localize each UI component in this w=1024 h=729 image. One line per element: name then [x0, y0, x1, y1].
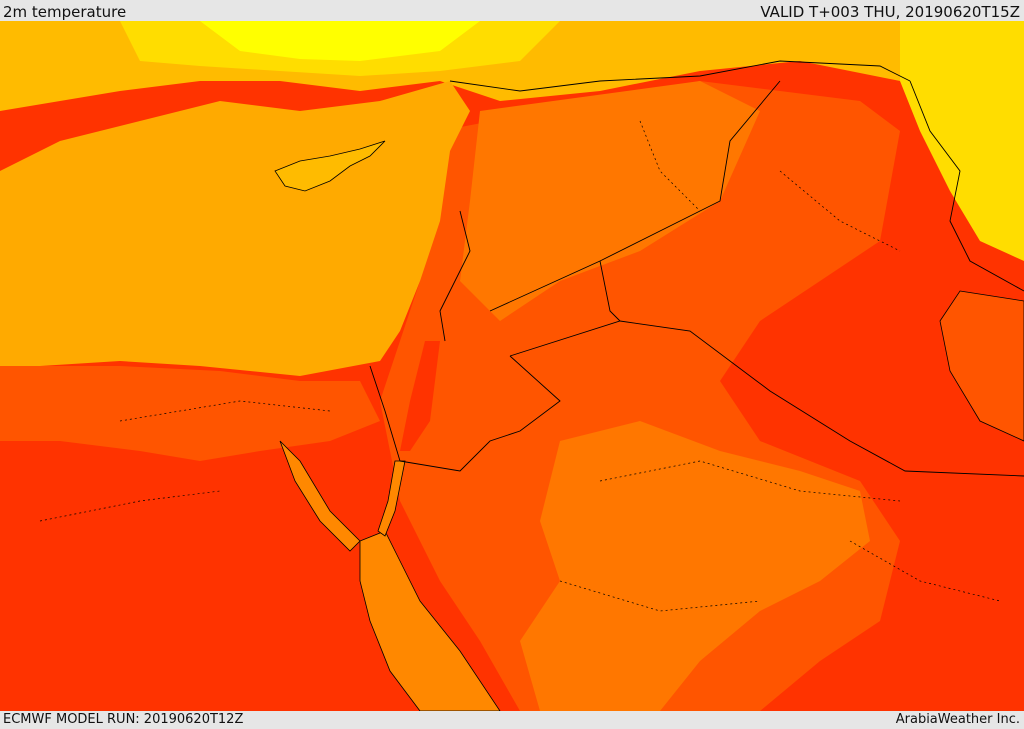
border-jordan-saudi	[399, 260, 621, 472]
dotted-border-5	[39, 490, 221, 522]
map-title: 2m temperature	[3, 3, 127, 21]
persian-gulf	[939, 290, 1024, 442]
model-run: ECMWF MODEL RUN: 20190620T12Z	[3, 712, 244, 727]
border-turkey-syria	[449, 60, 911, 92]
province-borders	[39, 120, 1001, 612]
footer-bar: ECMWF MODEL RUN: 20190620T12Z ArabiaWeat…	[0, 711, 1024, 729]
border-iran-iraq	[909, 80, 1024, 292]
dotted-border-7	[849, 540, 1001, 602]
cyprus	[274, 140, 386, 192]
border-jordan-iraq	[489, 80, 781, 312]
dotted-border-3	[599, 460, 901, 502]
zone-egypt-west	[0, 366, 380, 461]
zone-orange-central	[520, 421, 870, 711]
dotted-border-1	[639, 120, 701, 212]
gulf-of-aqaba	[377, 460, 406, 537]
border-lebanon-syria	[439, 210, 471, 342]
dotted-border-2	[779, 170, 901, 252]
gulf-of-suez	[279, 440, 361, 552]
dead-sea-rift	[400, 341, 440, 451]
country-borders	[369, 60, 1024, 477]
red-sea	[359, 530, 501, 711]
dotted-border-6	[559, 580, 761, 612]
temperature-map	[0, 21, 1024, 711]
valid-time: VALID T+003 THU, 20190620T15Z	[760, 3, 1020, 21]
header-bar: 2m temperature VALID T+003 THU, 20190620…	[0, 0, 1024, 21]
border-egypt-israel	[369, 365, 401, 462]
credit: ArabiaWeather Inc.	[895, 712, 1020, 727]
zone-turkey-hot-yellow	[200, 21, 480, 61]
zone-orange-levant	[460, 81, 760, 321]
dotted-border-4	[119, 400, 331, 422]
zone-iran-yellow	[900, 21, 1024, 261]
